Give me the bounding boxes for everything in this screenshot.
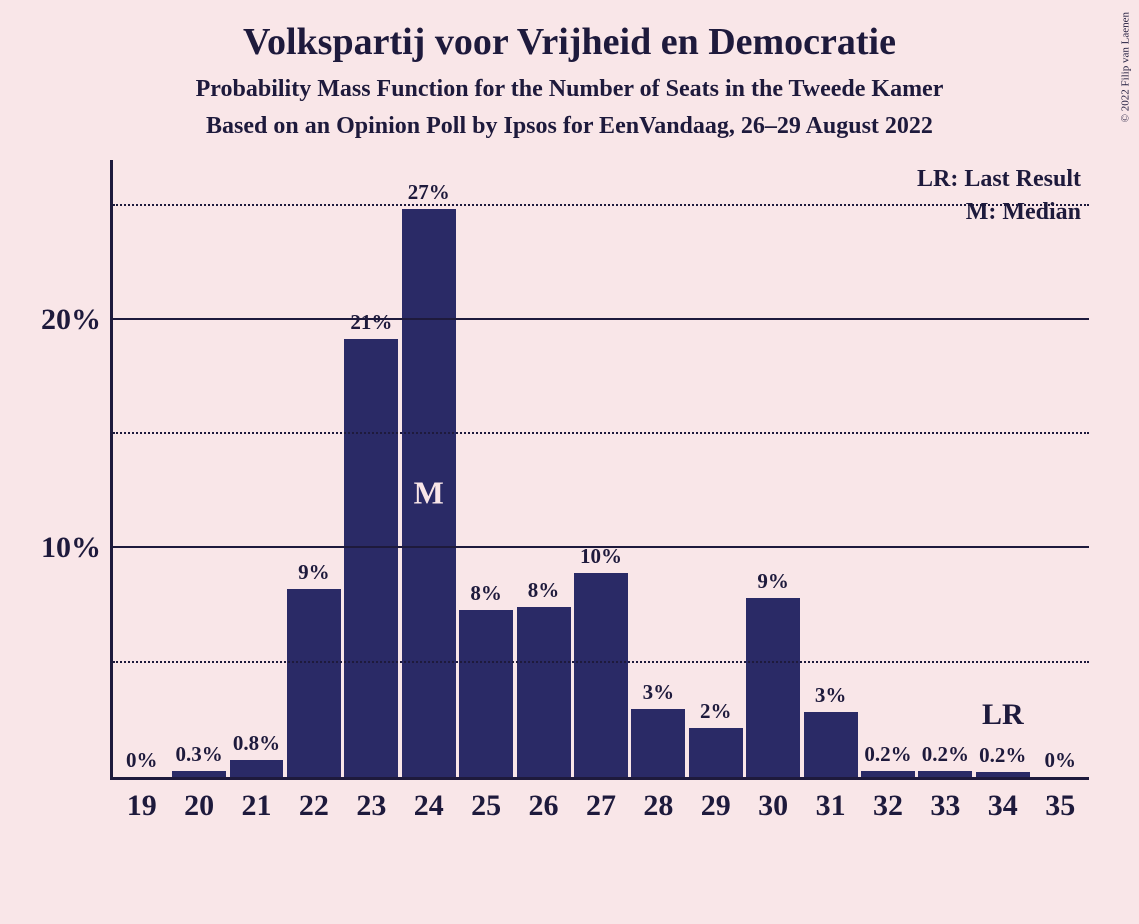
bar-value-label: 8%	[470, 581, 502, 606]
bar: 9%	[746, 598, 800, 777]
bar-value-label: 0%	[1044, 748, 1076, 773]
bar-slot: 8%26	[515, 160, 572, 777]
copyright-text: © 2022 Filip van Laenen	[1119, 12, 1131, 122]
legend-lr: LR: Last Result	[917, 166, 1081, 193]
bar-value-label: 0.8%	[233, 731, 280, 756]
lr-marker: LR	[982, 698, 1024, 732]
bar-slot: 9%22	[285, 160, 342, 777]
xtick-label: 19	[127, 789, 157, 823]
bar: 0.3%	[172, 771, 226, 777]
xtick-label: 21	[242, 789, 272, 823]
chart-title: Volkspartij voor Vrijheid en Democratie	[40, 20, 1099, 64]
xtick-label: 25	[471, 789, 501, 823]
bar-value-label: 0%	[126, 748, 158, 773]
bar: 27%M	[402, 209, 456, 777]
bar-value-label: 9%	[298, 560, 330, 585]
xtick-label: 35	[1045, 789, 1075, 823]
xtick-label: 26	[529, 789, 559, 823]
bar-slot: 0.8%21	[228, 160, 285, 777]
bar-slot: 27%M24	[400, 160, 457, 777]
gridline-minor	[113, 204, 1089, 206]
xtick-label: 27	[586, 789, 616, 823]
xtick-label: 28	[643, 789, 673, 823]
bar: 0.2%	[918, 771, 972, 777]
bar-value-label: 3%	[643, 680, 675, 705]
ytick-label: 20%	[41, 303, 101, 337]
plot-region: 0%190.3%200.8%219%2221%2327%M248%258%261…	[110, 160, 1089, 780]
chart-container: Volkspartij voor Vrijheid en Democratie …	[0, 0, 1139, 924]
chart-area: 0%190.3%200.8%219%2221%2327%M248%258%261…	[110, 160, 1089, 840]
bar: 9%	[287, 589, 341, 777]
bar-value-label: 27%	[408, 180, 450, 205]
bar-slot: 0.2%33	[917, 160, 974, 777]
gridline-minor	[113, 432, 1089, 434]
gridline-major	[113, 546, 1089, 548]
bar: 0.8%	[230, 760, 284, 777]
bar: 21%	[344, 339, 398, 777]
bar-value-label: 0.2%	[979, 743, 1026, 768]
chart-subtitle-2: Based on an Opinion Poll by Ipsos for Ee…	[40, 113, 1099, 140]
bar-value-label: 3%	[815, 683, 847, 708]
chart-subtitle-1: Probability Mass Function for the Number…	[40, 76, 1099, 103]
bar: 3%	[804, 712, 858, 777]
xtick-label: 32	[873, 789, 903, 823]
bar-slot: 0.2%LR34	[974, 160, 1031, 777]
bar-slot: 0%19	[113, 160, 170, 777]
bar-value-label: 8%	[528, 578, 560, 603]
bar-slot: 8%25	[457, 160, 514, 777]
bars-group: 0%190.3%200.8%219%2221%2327%M248%258%261…	[113, 160, 1089, 777]
bar-slot: 0.3%20	[170, 160, 227, 777]
bar-slot: 3%31	[802, 160, 859, 777]
legend: LR: Last Result M: Median	[917, 166, 1081, 226]
bar-slot: 0.2%32	[859, 160, 916, 777]
bar-value-label: 0.2%	[922, 742, 969, 767]
bar-slot: 2%29	[687, 160, 744, 777]
bar: 8%	[517, 607, 571, 777]
bar: 10%	[574, 573, 628, 777]
xtick-label: 20	[184, 789, 214, 823]
bar: 0.2%	[861, 771, 915, 777]
xtick-label: 30	[758, 789, 788, 823]
bar-value-label: 9%	[757, 569, 789, 594]
xtick-label: 33	[930, 789, 960, 823]
bar-slot: 9%30	[744, 160, 801, 777]
xtick-label: 22	[299, 789, 329, 823]
bar-value-label: 21%	[350, 310, 392, 335]
bar-value-label: 0.2%	[864, 742, 911, 767]
bar: 8%	[459, 610, 513, 777]
xtick-label: 34	[988, 789, 1018, 823]
xtick-label: 31	[816, 789, 846, 823]
bar-slot: 21%23	[343, 160, 400, 777]
xtick-label: 23	[356, 789, 386, 823]
ytick-label: 10%	[41, 531, 101, 565]
bar-slot: 3%28	[630, 160, 687, 777]
gridline-minor	[113, 661, 1089, 663]
bar: 3%	[631, 709, 685, 777]
bar-value-label: 2%	[700, 699, 732, 724]
xtick-label: 29	[701, 789, 731, 823]
bar: 0.2%	[976, 772, 1030, 777]
gridline-major	[113, 318, 1089, 320]
bar-value-label: 0.3%	[175, 742, 222, 767]
median-marker: M	[414, 475, 444, 512]
bar-slot: 0%35	[1032, 160, 1089, 777]
bar: 2%	[689, 728, 743, 777]
bar-slot: 10%27	[572, 160, 629, 777]
xtick-label: 24	[414, 789, 444, 823]
